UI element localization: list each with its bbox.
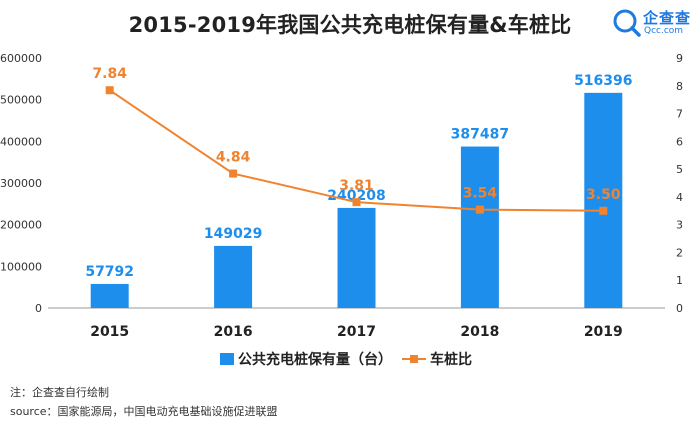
y-left-tick-label: 600000 (0, 52, 42, 65)
y-right-tick-label: 3 (676, 219, 683, 232)
line-point-2016 (229, 169, 238, 178)
legend-bar-label: 公共充电桩保有量（台） (238, 352, 392, 368)
y-right-tick-label: 0 (676, 302, 683, 315)
legend-item-bar: 公共充电桩保有量（台） (220, 349, 392, 369)
bar-2018 (460, 146, 499, 308)
y-right-tick-label: 1 (676, 274, 683, 287)
legend-item-line: 车桩比 (402, 349, 472, 369)
bar-value-label: 57792 (85, 264, 134, 280)
y-left-tick-label: 500000 (0, 94, 42, 107)
note-text: 注：企查查自行绘制 (10, 386, 109, 399)
line-point-2015 (105, 86, 114, 95)
bar-2015 (90, 283, 129, 308)
combo-chart: 0 100000 200000 300000 400000 500000 600000 0 1 2… (0, 52, 683, 340)
bar-value-label: 516396 (574, 73, 632, 89)
y-right-tick-label: 4 (676, 191, 683, 204)
bar-2019 (584, 92, 623, 309)
brand-logo: 企查查 Qcc.com (612, 6, 697, 40)
y-right-tick-label: 2 (676, 246, 683, 259)
line-value-label: 7.84 (92, 66, 127, 82)
bar-2016 (214, 245, 253, 308)
y-left-tick-label: 400000 (0, 135, 42, 148)
bar-2017 (337, 207, 376, 308)
magnifier-logo-icon (613, 9, 641, 37)
y-right-tick-label: 9 (676, 52, 683, 65)
x-tick-label: 2018 (460, 324, 499, 340)
line-point-2017 (352, 198, 361, 207)
y-left-tick-label: 300000 (0, 177, 42, 190)
y-right-tick-label: 6 (676, 135, 683, 148)
y-right-tick-label: 7 (676, 108, 683, 121)
bar-value-label: 240208 (327, 188, 385, 204)
source-text: source：国家能源局，中国电动充电基础设施促进联盟 (10, 405, 278, 418)
legend-line-swatch (402, 353, 426, 365)
line-value-label: 3.54 (463, 186, 498, 202)
line-value-label: 4.84 (216, 150, 251, 166)
x-tick-label: 2017 (337, 324, 376, 340)
x-tick-label: 2016 (214, 324, 253, 340)
legend: 公共充电桩保有量（台） 车桩比 (0, 349, 700, 369)
bar-value-label: 387487 (451, 127, 509, 143)
y-right-tick-label: 5 (676, 163, 683, 176)
line-point-2019 (599, 206, 608, 215)
bar-value-label: 149029 (204, 226, 262, 242)
legend-bar-swatch (220, 353, 234, 365)
y-left-tick-label: 200000 (0, 219, 42, 232)
line-value-label: 3.81 (339, 178, 374, 194)
y-left-tick-label: 0 (35, 302, 42, 315)
y-right-tick-label: 8 (676, 80, 683, 93)
chart-title: 2015-2019年我国公共充电桩保有量&车桩比 (128, 13, 572, 37)
legend-line-label: 车桩比 (430, 352, 472, 368)
y-left-tick-label: 100000 (0, 260, 42, 273)
line-point-2018 (475, 205, 484, 214)
brand-url: Qcc.com (644, 26, 684, 36)
x-tick-label: 2015 (90, 324, 129, 340)
line-value-label: 3.50 (586, 187, 621, 203)
brand-name: 企查查 (643, 9, 692, 27)
x-tick-label: 2019 (584, 324, 623, 340)
